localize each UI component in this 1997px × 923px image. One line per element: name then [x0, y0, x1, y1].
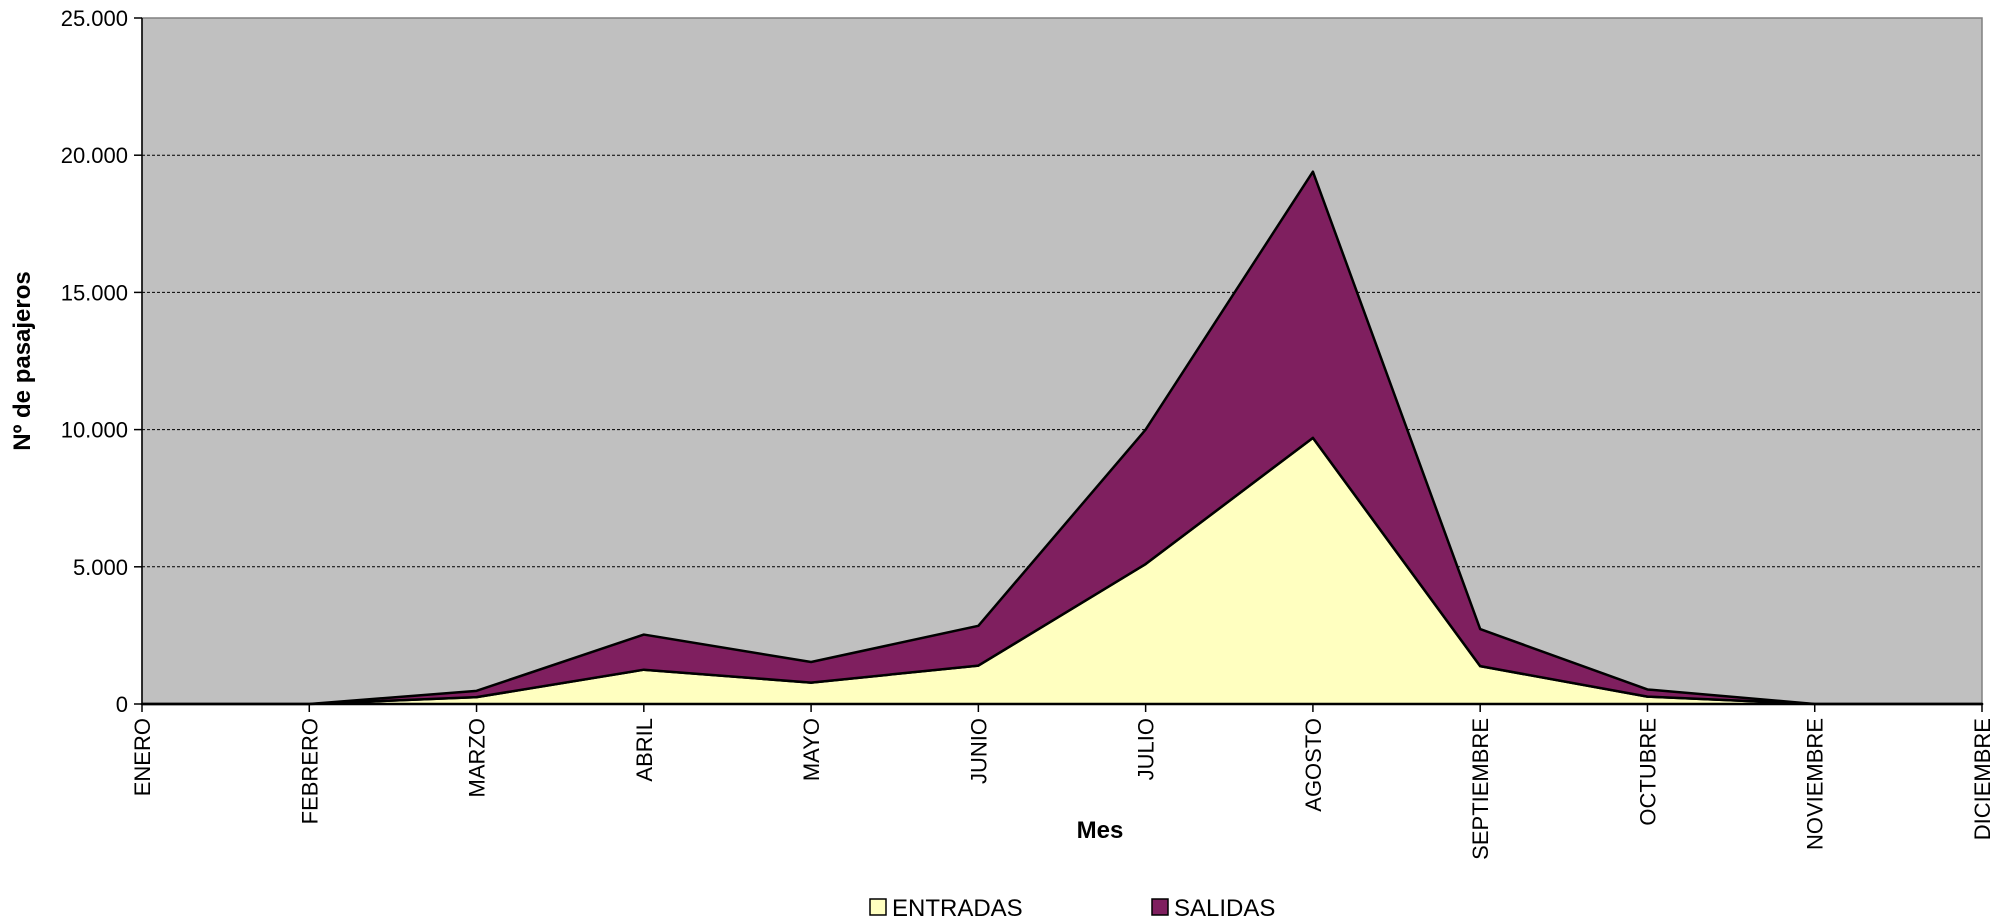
y-tick-label: 25.000: [61, 6, 128, 31]
x-tick-label: JULIO: [1134, 718, 1159, 780]
y-tick-label: 5.000: [73, 555, 128, 580]
legend-swatch-salidas: [1151, 898, 1169, 916]
x-tick-label: DICIEMBRE: [1970, 718, 1995, 840]
x-tick-label: SEPTIEMBRE: [1468, 718, 1493, 860]
x-tick-label: ENERO: [130, 718, 155, 796]
x-tick-label: MAYO: [799, 718, 824, 781]
legend-swatch-entradas: [869, 898, 887, 916]
legend: ENTRADAS SALIDAS: [869, 895, 1275, 922]
x-tick-label: NOVIEMBRE: [1803, 718, 1828, 850]
x-tick-label: OCTUBRE: [1635, 718, 1660, 826]
x-tick-label: FEBRERO: [297, 718, 322, 824]
x-tick-label: MARZO: [465, 718, 490, 797]
y-tick-label: 15.000: [61, 280, 128, 305]
legend-label-entradas: ENTRADAS: [892, 895, 1023, 918]
y-axis-title: Nº de pasajeros: [9, 271, 36, 451]
y-tick-label: 0: [116, 692, 128, 717]
y-tick-labels: 0 5.000 10.000 15.000 20.000 25.000: [61, 6, 128, 717]
x-tick-labels: ENERO FEBRERO MARZO ABRIL MAYO JUNIO JULIO AGOS…: [130, 718, 1995, 860]
y-tick-label: 20.000: [61, 143, 128, 168]
y-tick-label: 10.000: [61, 418, 128, 443]
x-axis-title: Mes: [1077, 817, 1124, 844]
x-tick-label: AGOSTO: [1301, 718, 1326, 812]
legend-label-salidas: SALIDAS: [1174, 895, 1275, 918]
x-tick-label: ABRIL: [632, 718, 657, 782]
axes: [134, 17, 1983, 712]
x-tick-label: JUNIO: [966, 718, 991, 784]
